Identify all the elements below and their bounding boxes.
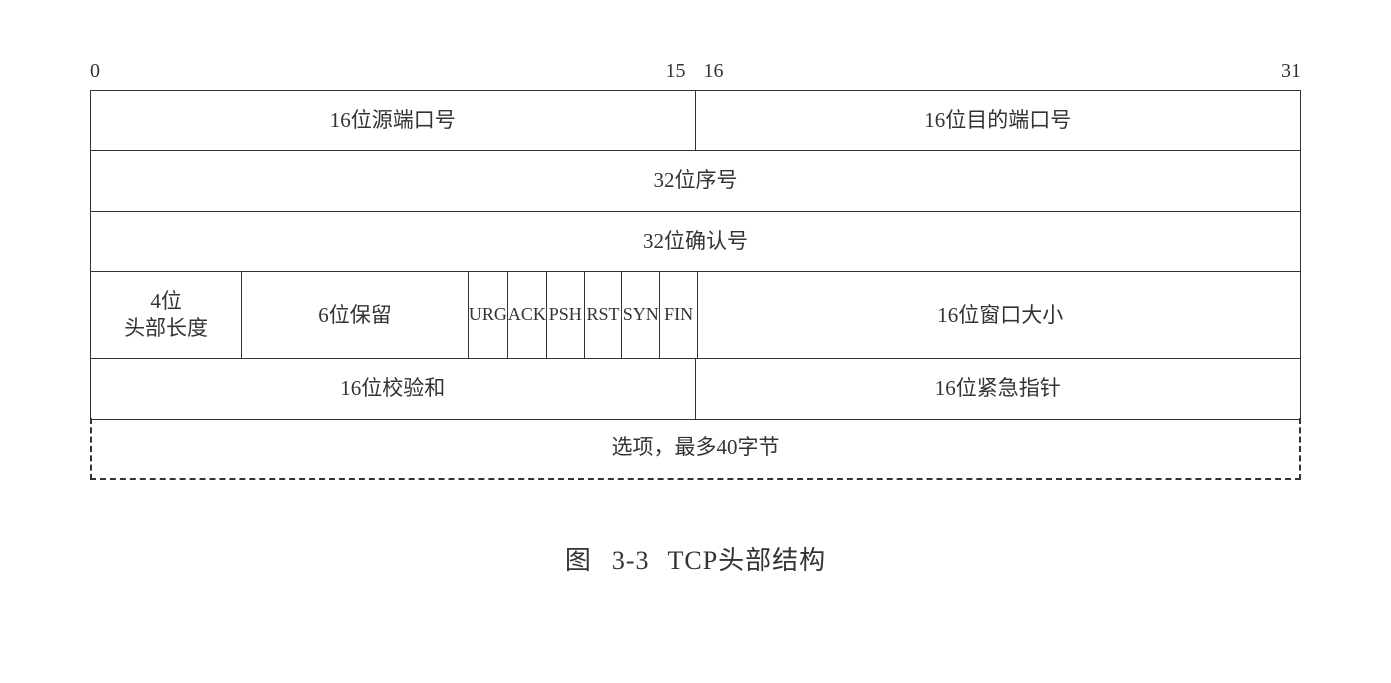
table-row: 32位序号: [91, 151, 1300, 211]
table-row: 4位 头部长度 6位保留 URG ACK PSH RST SYN FIN 16位…: [91, 272, 1300, 360]
field-sequence-number: 32位序号: [91, 151, 1300, 210]
caption-figure-label: 图: [565, 546, 592, 575]
table-row: 16位校验和 16位紧急指针: [91, 359, 1300, 419]
ruler-bit-15: 15: [666, 60, 686, 83]
field-urgent-pointer: 16位紧急指针: [696, 359, 1301, 418]
ruler-bit-31: 31: [1281, 60, 1301, 83]
table-row: 16位源端口号 16位目的端口号: [91, 91, 1300, 151]
header-table: 16位源端口号 16位目的端口号 32位序号 32位确认号 4位 头部长度 6位…: [90, 90, 1301, 420]
figure-caption: 图 3-3 TCP头部结构: [90, 540, 1301, 577]
field-dest-port: 16位目的端口号: [696, 91, 1301, 150]
bit-ruler: 0 15 16 31: [90, 60, 1301, 88]
field-reserved: 6位保留: [242, 272, 469, 359]
flag-rst: RST: [585, 272, 623, 359]
table-row: 32位确认号: [91, 212, 1300, 272]
tcp-header-diagram: 0 15 16 31 16位源端口号 16位目的端口号 32位序号 32位确认号…: [90, 60, 1301, 577]
flag-syn: SYN: [622, 272, 660, 359]
caption-figure-number: 3-3: [612, 546, 650, 575]
options-row: 选项，最多40字节: [90, 418, 1301, 479]
field-ack-number: 32位确认号: [91, 212, 1300, 271]
ruler-bit-16: 16: [704, 60, 724, 83]
caption-title: TCP头部结构: [668, 546, 827, 575]
field-header-length: 4位 头部长度: [91, 272, 242, 359]
flag-ack: ACK: [508, 272, 547, 359]
field-checksum: 16位校验和: [91, 359, 696, 418]
flag-urg: URG: [469, 272, 508, 359]
field-source-port: 16位源端口号: [91, 91, 696, 150]
field-options: 选项，最多40字节: [92, 418, 1299, 477]
flag-fin: FIN: [660, 272, 698, 359]
field-window-size: 16位窗口大小: [698, 272, 1303, 359]
ruler-bit-0: 0: [90, 60, 100, 83]
flag-psh: PSH: [547, 272, 585, 359]
